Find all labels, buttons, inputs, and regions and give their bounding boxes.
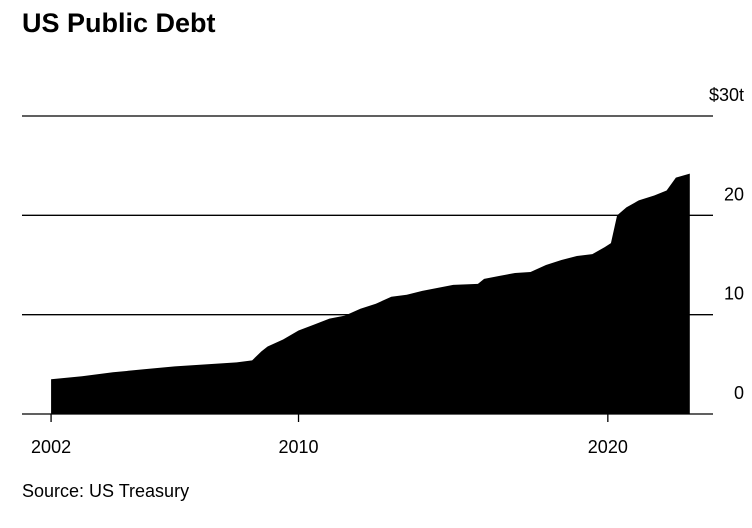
x-tick-label: 2002 [31, 437, 71, 457]
chart-title: US Public Debt [22, 8, 216, 38]
y-tick-label: $30t [709, 85, 744, 105]
x-tick-label: 2020 [588, 437, 628, 457]
y-tick-label: 0 [734, 383, 744, 403]
source: Source: US Treasury [22, 481, 189, 501]
y-tick-label: 20 [724, 184, 744, 204]
area [51, 173, 690, 414]
x-tick-label: 2010 [279, 437, 319, 457]
y-tick-label: 10 [724, 284, 744, 304]
